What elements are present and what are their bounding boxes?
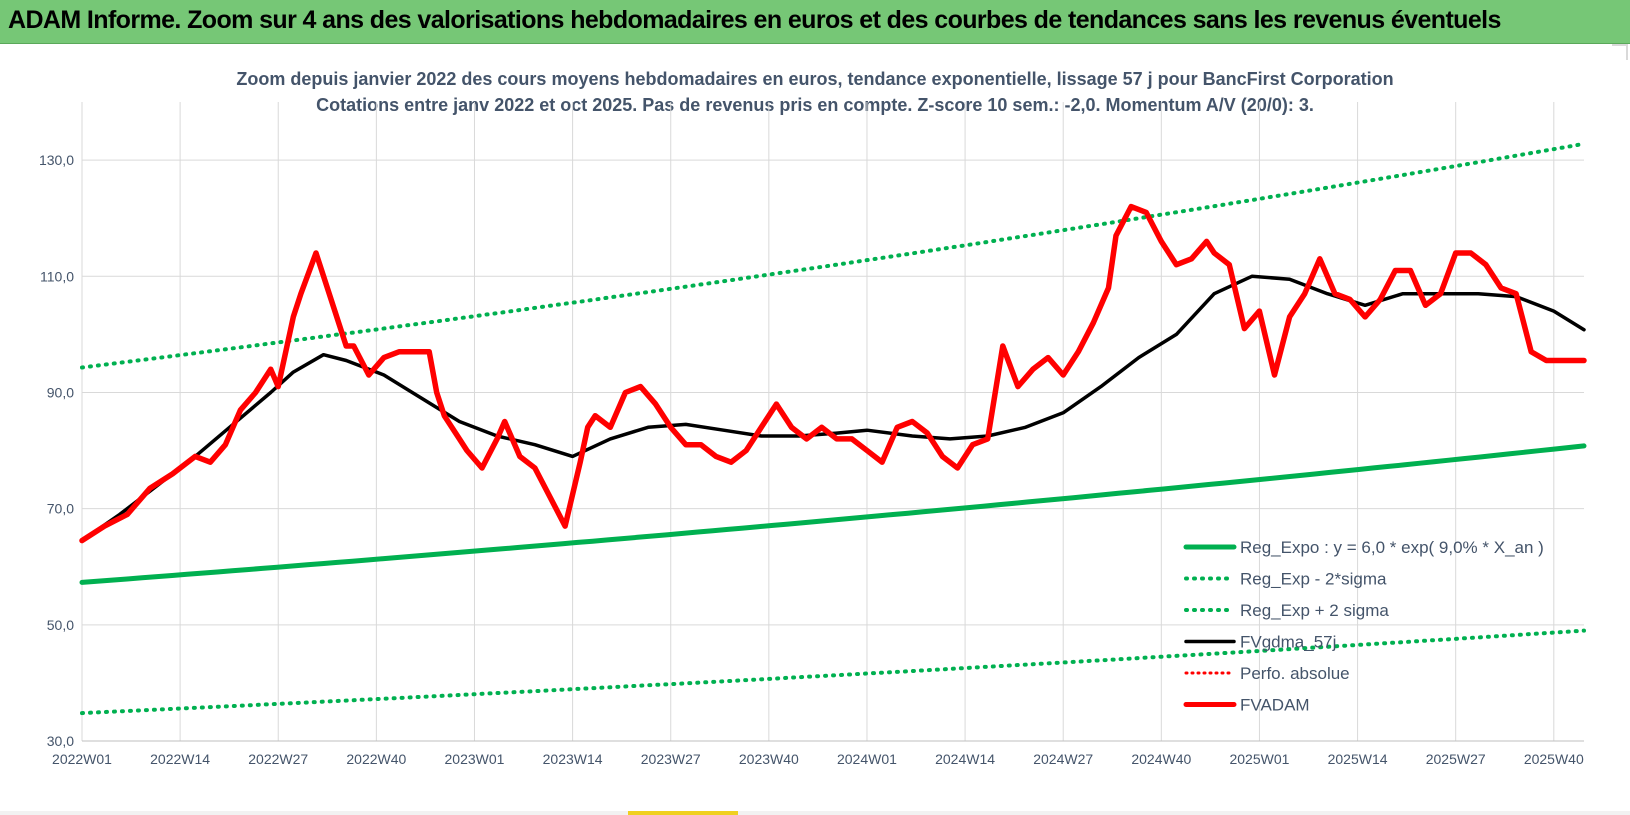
y-tick-label: 130,0 xyxy=(39,152,74,168)
chart-title: Zoom depuis janvier 2022 des cours moyen… xyxy=(236,69,1393,89)
legend: Reg_Expo : y = 6,0 * exp( 9,0% * X_an ) R… xyxy=(1183,538,1544,715)
x-tick-label: 2023W14 xyxy=(543,751,603,767)
x-tick-label: 2025W14 xyxy=(1328,751,1388,767)
legend-label: Reg_Exp + 2 sigma xyxy=(1240,601,1389,620)
legend-label: Reg_Exp - 2*sigma xyxy=(1240,570,1387,589)
x-tick-label: 2023W40 xyxy=(739,751,799,767)
y-tick-label: 30,0 xyxy=(47,733,74,749)
x-tick-label: 2025W01 xyxy=(1229,751,1289,767)
bottom-accent xyxy=(628,811,738,815)
y-tick-label: 90,0 xyxy=(47,384,74,400)
bottom-bar xyxy=(0,811,1630,815)
x-tick-label: 2024W40 xyxy=(1131,751,1191,767)
x-tick-label: 2025W40 xyxy=(1524,751,1584,767)
fvgdma-57j-line xyxy=(80,274,1586,543)
axis-labels: 30,0 50,0 70,0 90,0 110,0 130,0 2022W01 2022W14… xyxy=(39,152,1584,767)
x-tick-label: 2025W27 xyxy=(1426,751,1486,767)
legend-label: FVgdma_57j xyxy=(1240,633,1336,652)
series-lines xyxy=(79,141,1587,716)
report-title: ADAM Informe. Zoom sur 4 ans des valoris… xyxy=(8,6,1501,34)
x-tick-label: 2024W01 xyxy=(837,751,897,767)
legend-label: Reg_Expo : y = 6,0 * exp( 9,0% * X_an ) xyxy=(1240,538,1544,557)
reg-expo-line xyxy=(79,443,1587,585)
reg-exp-minus-2sigma-line xyxy=(80,628,1586,716)
reg-exp-plus-2sigma-line xyxy=(80,141,1586,370)
report-banner: ADAM Informe. Zoom sur 4 ans des valoris… xyxy=(0,0,1630,44)
y-tick-label: 70,0 xyxy=(47,501,74,517)
x-tick-label: 2024W27 xyxy=(1033,751,1093,767)
chart: Zoom depuis janvier 2022 des cours moyen… xyxy=(39,69,1587,767)
x-tick-label: 2023W27 xyxy=(641,751,701,767)
legend-label: FVADAM xyxy=(1240,696,1310,715)
legend-label: Perfo. absolue xyxy=(1240,664,1350,683)
x-tick-label: 2022W40 xyxy=(346,751,406,767)
chart-corner-marker xyxy=(1612,44,1628,60)
x-tick-label: 2022W27 xyxy=(248,751,308,767)
y-tick-label: 50,0 xyxy=(47,617,74,633)
chart-subtitle: Cotations entre janv 2022 et oct 2025. P… xyxy=(316,95,1314,115)
fvadam-line xyxy=(79,203,1587,544)
y-tick-label: 110,0 xyxy=(40,268,74,284)
x-tick-label: 2022W14 xyxy=(150,751,210,767)
x-tick-label: 2023W01 xyxy=(445,751,505,767)
x-tick-label: 2022W01 xyxy=(52,751,112,767)
x-tick-label: 2024W14 xyxy=(935,751,995,767)
grid-lines xyxy=(81,102,1584,742)
